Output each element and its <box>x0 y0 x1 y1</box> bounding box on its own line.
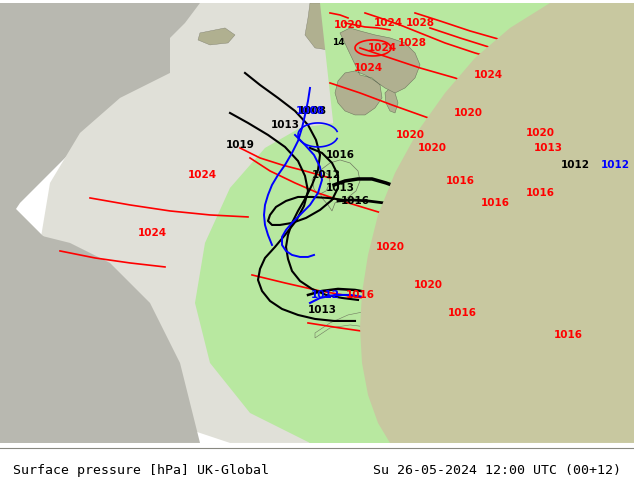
Text: 1024: 1024 <box>138 228 167 238</box>
Polygon shape <box>385 88 398 113</box>
Polygon shape <box>195 3 634 443</box>
Polygon shape <box>312 171 330 195</box>
Text: 1012: 1012 <box>311 170 340 180</box>
Polygon shape <box>335 28 420 115</box>
Text: 1019: 1019 <box>226 140 254 150</box>
Polygon shape <box>432 251 445 273</box>
Polygon shape <box>318 160 360 211</box>
Polygon shape <box>198 28 235 45</box>
Text: 1016: 1016 <box>446 176 474 186</box>
Text: 1016: 1016 <box>346 290 375 300</box>
Text: 1016: 1016 <box>325 150 354 160</box>
Text: 1013: 1013 <box>533 143 562 153</box>
Text: 14: 14 <box>332 38 344 48</box>
Text: Surface pressure [hPa] UK-Global: Surface pressure [hPa] UK-Global <box>13 464 269 477</box>
Text: 1016: 1016 <box>553 330 583 340</box>
Text: 1020: 1020 <box>453 108 482 118</box>
Text: 1012: 1012 <box>311 290 339 300</box>
Text: 1020: 1020 <box>418 143 446 153</box>
Polygon shape <box>315 309 450 343</box>
Polygon shape <box>0 233 200 443</box>
Text: 1028: 1028 <box>406 18 434 28</box>
Text: 1016: 1016 <box>526 188 555 198</box>
Text: 1020: 1020 <box>375 242 404 252</box>
Polygon shape <box>360 3 634 443</box>
Polygon shape <box>40 3 634 443</box>
Text: 1028: 1028 <box>398 38 427 48</box>
Text: 1024: 1024 <box>188 170 217 180</box>
Text: 1012: 1012 <box>600 160 630 170</box>
Text: 1013: 1013 <box>325 183 354 193</box>
Text: 1013: 1013 <box>307 305 337 315</box>
Text: 1013: 1013 <box>271 120 299 130</box>
Text: 1024: 1024 <box>368 43 396 53</box>
Text: 1020: 1020 <box>333 20 363 30</box>
Text: 1012: 1012 <box>560 160 590 170</box>
Text: 1008: 1008 <box>297 106 327 116</box>
Text: 1024: 1024 <box>353 63 382 73</box>
Text: 1020: 1020 <box>413 280 443 290</box>
Polygon shape <box>0 183 170 443</box>
Text: Su 26-05-2024 12:00 UTC (00+12): Su 26-05-2024 12:00 UTC (00+12) <box>373 464 621 477</box>
Polygon shape <box>305 3 400 51</box>
Text: 1024: 1024 <box>474 70 503 80</box>
Text: 1016: 1016 <box>448 308 477 318</box>
Polygon shape <box>0 3 320 233</box>
Text: 1008: 1008 <box>295 106 325 116</box>
Text: 1016: 1016 <box>481 198 510 208</box>
Text: 1020: 1020 <box>526 128 555 138</box>
Polygon shape <box>0 3 200 203</box>
Polygon shape <box>200 3 420 58</box>
Text: 1024: 1024 <box>373 18 403 28</box>
Text: 1016: 1016 <box>340 196 370 206</box>
Text: 1020: 1020 <box>396 130 425 140</box>
Polygon shape <box>280 303 634 443</box>
